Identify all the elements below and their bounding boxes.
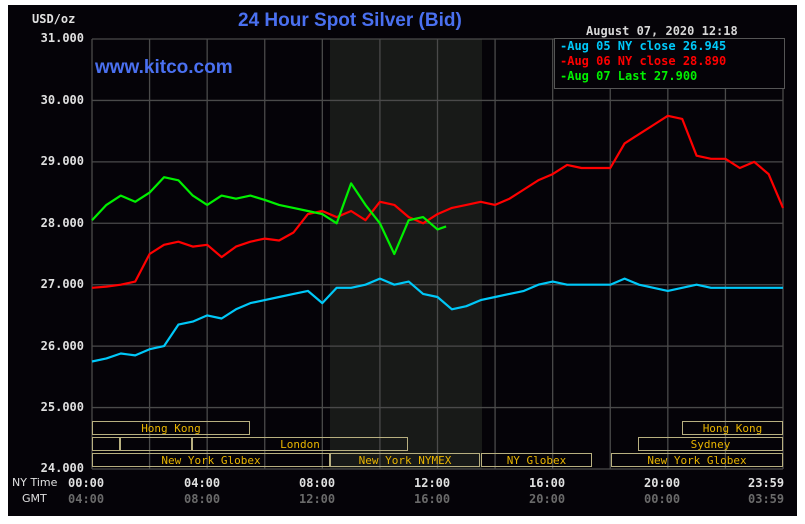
y-tick: 24.000 (40, 461, 84, 475)
chart-title: 24 Hour Spot Silver (Bid) (238, 10, 462, 31)
session-box (92, 437, 120, 451)
watermark: www.kitco.com (95, 57, 233, 78)
y-tick: 28.000 (40, 216, 84, 230)
x-tick-gmt: 12:00 (299, 492, 336, 506)
y-tick: 29.000 (40, 154, 84, 168)
series-line-1 (91, 114, 785, 289)
x-tick-ny: 16:00 (529, 476, 566, 490)
x-tick-gmt: 20:00 (529, 492, 566, 506)
session-box (120, 437, 192, 451)
x-tick-ny: 20:00 (644, 476, 681, 490)
session-london: London (192, 437, 408, 451)
x-tick-gmt: 00:00 (644, 492, 681, 506)
legend: -Aug 05 NY close 26.945 -Aug 06 NY close… (554, 38, 785, 89)
shaded-session-region (330, 39, 482, 469)
gridlines (91, 38, 784, 470)
session-new-york-globex: New York Globex (92, 453, 330, 467)
legend-item-aug07: -Aug 07 Last 27.900 (560, 69, 698, 83)
series-lines (91, 114, 785, 363)
x-tick-ny: 00:00 (68, 476, 105, 490)
x-tick-gmt: 08:00 (184, 492, 221, 506)
x-tick-gmt: 03:59 (748, 492, 785, 506)
ny-time-label: NY Time (12, 476, 58, 489)
session-new-york-nymex: New York NYMEX (330, 453, 480, 467)
x-tick-gmt: 16:00 (414, 492, 451, 506)
session-sydney: Sydney (638, 437, 783, 451)
unit-label: USD/oz (32, 12, 76, 26)
series-line-2 (91, 176, 447, 256)
x-tick-gmt: 04:00 (68, 492, 105, 506)
y-tick: 30.000 (40, 93, 84, 107)
session-ny-globex: NY Globex (481, 453, 592, 467)
series-line-0 (91, 277, 783, 363)
timestamp: August 07, 2020 12:18 (586, 24, 738, 38)
y-tick: 26.000 (40, 339, 84, 353)
session-hong-kong: Hong Kong (92, 421, 250, 435)
session-new-york-globex: New York Globex (611, 453, 783, 467)
x-tick-ny: 12:00 (414, 476, 451, 490)
y-tick: 31.000 (40, 31, 84, 45)
session-hong-kong: Hong Kong (682, 421, 783, 435)
gmt-label: GMT (22, 492, 47, 505)
legend-item-aug06: -Aug 06 NY close 28.890 (560, 54, 727, 68)
x-tick-ny: 23:59 (748, 476, 785, 490)
legend-item-aug05: -Aug 05 NY close 26.945 (560, 39, 727, 53)
y-tick: 27.000 (40, 277, 84, 291)
x-tick-ny: 04:00 (184, 476, 221, 490)
y-tick: 25.000 (40, 400, 84, 414)
x-tick-ny: 08:00 (299, 476, 336, 490)
